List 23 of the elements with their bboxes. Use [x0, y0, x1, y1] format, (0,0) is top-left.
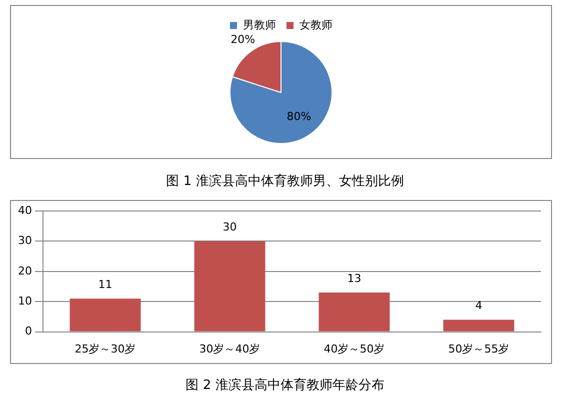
y-tick-label: 0	[24, 324, 32, 338]
y-tick-label: 10	[18, 294, 32, 308]
legend-label: 男教师	[243, 18, 276, 32]
y-tick-label: 30	[18, 234, 32, 248]
y-tick-label: 20	[18, 264, 32, 278]
bar	[194, 241, 266, 332]
bar	[318, 292, 390, 332]
data-label: 4	[475, 299, 482, 312]
bar	[70, 298, 141, 332]
data-label: 11	[98, 278, 112, 291]
data-label: 80%	[286, 110, 312, 124]
x-tick-label: 30岁～40岁	[199, 342, 260, 356]
caption: 图 2 淮滨县高中体育教师年龄分布	[184, 376, 386, 394]
x-tick-label: 25岁～30岁	[74, 342, 136, 356]
data-label: 13	[347, 272, 362, 285]
caption: 图 1 淮滨县高中体育教师男、女性别比例	[165, 172, 405, 190]
data-label: 30	[222, 220, 237, 234]
x-tick-label: 50岁～55岁	[448, 342, 510, 356]
y-tick-label: 40	[18, 204, 32, 217]
x-tick-label: 40岁～50岁	[324, 342, 385, 356]
legend-label: 女教师	[300, 18, 332, 32]
data-label: 20%	[230, 32, 256, 46]
bar	[443, 320, 514, 332]
